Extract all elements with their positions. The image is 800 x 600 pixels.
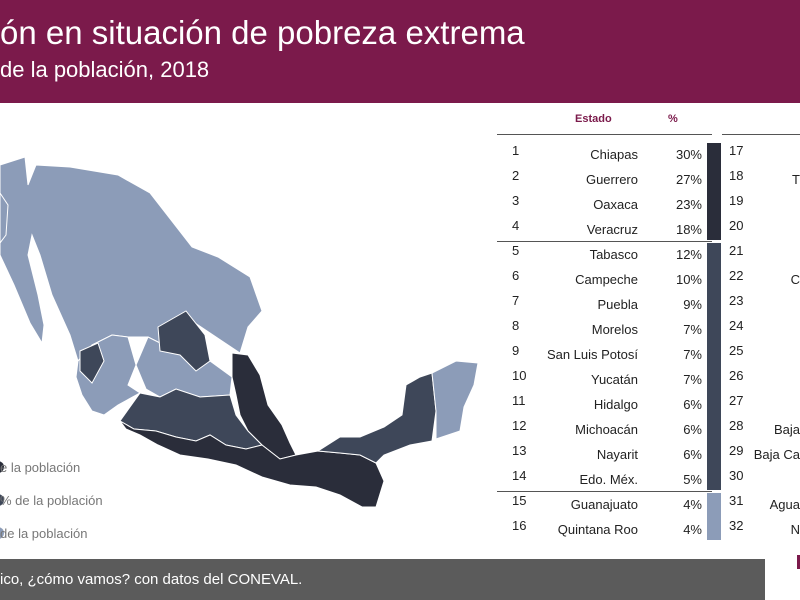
rank-number: 15: [512, 493, 527, 508]
mexico-map: [0, 156, 479, 539]
state-percentage: 30%: [675, 147, 702, 162]
legend-label: de la población: [0, 526, 88, 541]
rank-number: 9: [512, 343, 520, 358]
rank-number: 10: [512, 368, 527, 383]
rank-number: 1: [512, 143, 520, 158]
table-header-pct: %: [668, 113, 678, 125]
page-title: ón en situación de pobreza extrema: [0, 14, 525, 51]
state-name-partial: C: [790, 272, 800, 287]
corner-logo-mark: [797, 555, 800, 569]
rank-number: 8: [512, 318, 520, 333]
state-name: Campeche: [575, 272, 638, 287]
group-divider: [497, 241, 712, 242]
state-name-partial: Agua: [769, 497, 800, 512]
state-name: Michoacán: [575, 422, 638, 437]
rank-number: 6: [512, 268, 520, 283]
state-name: Morelos: [591, 322, 638, 337]
group-bar: [707, 143, 721, 240]
rank-number: 30: [729, 468, 744, 483]
state-name-partial: T: [792, 172, 800, 187]
map-region-baja: [0, 192, 9, 244]
rank-number: 17: [729, 143, 744, 158]
state-name: San Luis Potosí: [546, 347, 638, 362]
rank-number: 21: [729, 243, 744, 258]
rank-number: 27: [729, 393, 744, 408]
state-percentage: 27%: [675, 172, 702, 187]
rank-number: 20: [729, 218, 744, 233]
rank-number: 2: [512, 168, 520, 183]
rank-number: 26: [729, 368, 744, 383]
state-name-partial: N: [790, 522, 800, 537]
state-percentage: 23%: [675, 197, 702, 212]
rank-number: 11: [512, 393, 526, 408]
rank-number: 7: [512, 293, 520, 308]
state-percentage: 7%: [683, 322, 702, 337]
state-name: Nayarit: [596, 447, 638, 462]
state-name: Yucatán: [591, 372, 638, 387]
state-name: Guanajuato: [570, 497, 638, 512]
map-region-southeast: [316, 372, 437, 464]
rank-number: 24: [729, 318, 744, 333]
state-percentage: 4%: [683, 497, 702, 512]
state-percentage: 10%: [675, 272, 702, 287]
rank-number: 32: [729, 518, 744, 533]
state-name: Hidalgo: [593, 397, 638, 412]
rank-number: 18: [729, 168, 744, 183]
rank-number: 5: [512, 243, 520, 258]
header-banner: ón en situación de pobreza extrema de la…: [0, 0, 800, 103]
table-header-rule: [497, 134, 712, 135]
rank-number: 14: [512, 468, 527, 483]
rank-number: 13: [512, 443, 527, 458]
rank-number: 12: [512, 418, 527, 433]
legend-swatch-dark: [0, 461, 4, 473]
footer-bar: ico, ¿cómo vamos? con datos del CONEVAL.: [0, 559, 765, 600]
state-percentage: 18%: [675, 222, 702, 237]
page-subtitle: de la población, 2018: [0, 57, 210, 82]
table-header-state: Estado: [575, 113, 612, 125]
rank-number: 29: [729, 443, 744, 458]
rank-number: 22: [729, 268, 744, 283]
state-percentage: 5%: [683, 472, 702, 487]
group-bar: [707, 493, 721, 540]
state-percentage: 12%: [675, 247, 702, 262]
state-percentage: 6%: [683, 422, 702, 437]
rank-number: 25: [729, 343, 744, 358]
rank-number: 4: [512, 218, 520, 233]
state-name: Oaxaca: [593, 197, 638, 212]
state-percentage: 9%: [683, 297, 702, 312]
legend-label: % de la población: [0, 493, 103, 508]
rank-number: 28: [729, 418, 744, 433]
state-name-partial: Baja Ca: [753, 447, 800, 462]
map-region-quintana-roo: [431, 360, 479, 440]
legend-swatch-medium: [0, 494, 4, 506]
state-name: Puebla: [597, 297, 638, 312]
state-percentage: 6%: [683, 447, 702, 462]
source-note: ico, ¿cómo vamos? con datos del CONEVAL.: [0, 571, 303, 588]
state-name: Edo. Méx.: [579, 472, 638, 487]
rank-number: 19: [729, 193, 744, 208]
legend-label: e la población: [0, 460, 81, 475]
state-percentage: 6%: [683, 397, 702, 412]
table-header-rule: [722, 134, 800, 135]
rank-number: 16: [512, 518, 527, 533]
state-name: Quintana Roo: [557, 522, 638, 537]
group-bar: [707, 243, 721, 490]
rank-number: 3: [512, 193, 520, 208]
map-region-north: [0, 156, 263, 363]
legend-swatch-light: [0, 527, 4, 539]
group-divider: [497, 491, 712, 492]
map-region-nayarit: [79, 342, 105, 384]
rank-number: 31: [729, 493, 744, 508]
rank-number: 23: [729, 293, 744, 308]
state-name: Veracruz: [586, 222, 638, 237]
state-percentage: 4%: [683, 522, 702, 537]
state-name: Chiapas: [590, 147, 638, 162]
state-percentage: 7%: [683, 372, 702, 387]
state-name-partial: Baja: [773, 422, 800, 437]
map-region-slp: [157, 310, 211, 372]
state-percentage: 7%: [683, 347, 702, 362]
state-name: Guerrero: [585, 172, 638, 187]
state-name: Tabasco: [589, 247, 638, 262]
